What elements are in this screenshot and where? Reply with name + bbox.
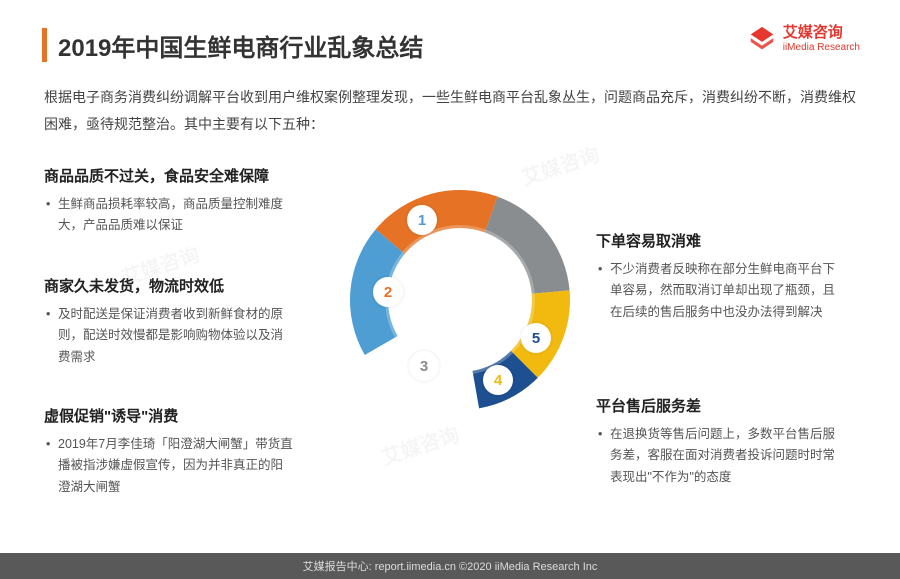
brand-logo-icon [747, 24, 777, 54]
issue-body: 2019年7月李佳琦「阳澄湖大闸蟹」带货直播被指涉嫌虚假宣传，因为并非真正的阳澄… [44, 434, 294, 498]
issue-title: 商品品质不过关，食品安全难保障 [44, 165, 294, 186]
issue-title: 商家久未发货，物流时效低 [44, 275, 294, 296]
issue-item-2: 商家久未发货，物流时效低 及时配送是保证消费者收到新鲜食材的原则，配送时效慢都是… [44, 275, 294, 368]
footer-text: 艾媒报告中心: report.iimedia.cn ©2020 iiMedia … [303, 558, 598, 574]
issue-item-3: 虚假促销"诱导"消费 2019年7月李佳琦「阳澄湖大闸蟹」带货直播被指涉嫌虚假宣… [44, 405, 294, 498]
issue-body: 及时配送是保证消费者收到新鲜食材的原则，配送时效慢都是影响购物体验以及消费需求 [44, 304, 294, 368]
brand-name-cn: 艾媒咨询 [783, 25, 860, 42]
intro-paragraph: 根据电子商务消费纠纷调解平台收到用户维权案例整理发现，一些生鲜电商平台乱象丛生，… [44, 84, 856, 137]
brand-name-en: iiMedia Research [783, 42, 860, 53]
title-accent-bar [42, 28, 47, 62]
ring-badge-3: 3 [409, 351, 439, 381]
ring-badge-5: 5 [521, 323, 551, 353]
ring-chart: 1 2 3 45 [330, 170, 590, 430]
issue-title: 平台售后服务差 [596, 395, 846, 416]
ring-badge-4: 4 [483, 365, 513, 395]
issue-body: 不少消费者反映称在部分生鲜电商平台下单容易，然而取消订单却出现了瓶颈，且在后续的… [596, 259, 846, 323]
footer-bar: 艾媒报告中心: report.iimedia.cn ©2020 iiMedia … [0, 553, 900, 579]
issue-item-4: 下单容易取消难 不少消费者反映称在部分生鲜电商平台下单容易，然而取消订单却出现了… [596, 230, 846, 323]
brand-logo: 艾媒咨询 iiMedia Research [747, 24, 860, 54]
issue-item-5: 平台售后服务差 在退换货等售后问题上，多数平台售后服务差，客服在面对消费者投诉问… [596, 395, 846, 488]
ring-badge-1: 1 [407, 205, 437, 235]
page-title: 2019年中国生鲜电商行业乱象总结 [58, 28, 423, 63]
issue-body: 在退换货等售后问题上，多数平台售后服务差，客服在面对消费者投诉问题时时常表现出"… [596, 424, 846, 488]
issue-title: 下单容易取消难 [596, 230, 846, 251]
issue-item-1: 商品品质不过关，食品安全难保障 生鲜商品损耗率较高，商品质量控制难度大，产品品质… [44, 165, 294, 237]
issue-body: 生鲜商品损耗率较高，商品质量控制难度大，产品品质难以保证 [44, 194, 294, 237]
ring-segment-3 [485, 197, 570, 294]
ring-svg [330, 170, 590, 430]
ring-badge-2: 2 [373, 277, 403, 307]
issue-title: 虚假促销"诱导"消费 [44, 405, 294, 426]
